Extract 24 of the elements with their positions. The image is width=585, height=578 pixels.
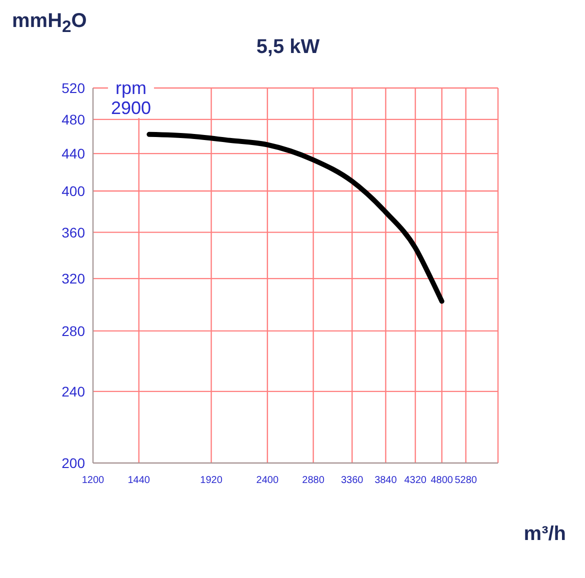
y-tick-label: 320 [62,270,86,287]
y-tick-label: 200 [62,454,86,471]
annotation: rpm [114,78,148,98]
annotation: 2900 [111,98,152,118]
y-axis-title: mmH$_{2}$O [12,10,87,37]
y-tick-label: 360 [62,224,86,240]
x-axis-title: m³/h [524,523,566,546]
y-tick-label: 440 [62,146,86,162]
y-tick-label: 280 [62,322,86,339]
y-tick-label: 240 [62,383,86,400]
x-tick-label: 1920 [200,475,223,486]
x-tick-label: 2880 [302,475,325,486]
x-tick-label: 3360 [340,475,364,486]
x-tick-label: 1200 [82,475,105,486]
chart-title: 5,5 kW [255,36,321,59]
x-tick-label: 4320 [404,475,427,486]
x-tick-label: 2400 [256,475,279,486]
y-tick-label: 400 [62,182,86,199]
y-tick-label: 520 [62,80,86,96]
x-tick-label: 5280 [454,475,478,486]
x-tick-label: 1440 [128,475,150,486]
y-tick-label: 480 [62,111,86,128]
x-tick-label: 4800 [430,475,454,486]
x-tick-label: 3840 [374,475,398,486]
